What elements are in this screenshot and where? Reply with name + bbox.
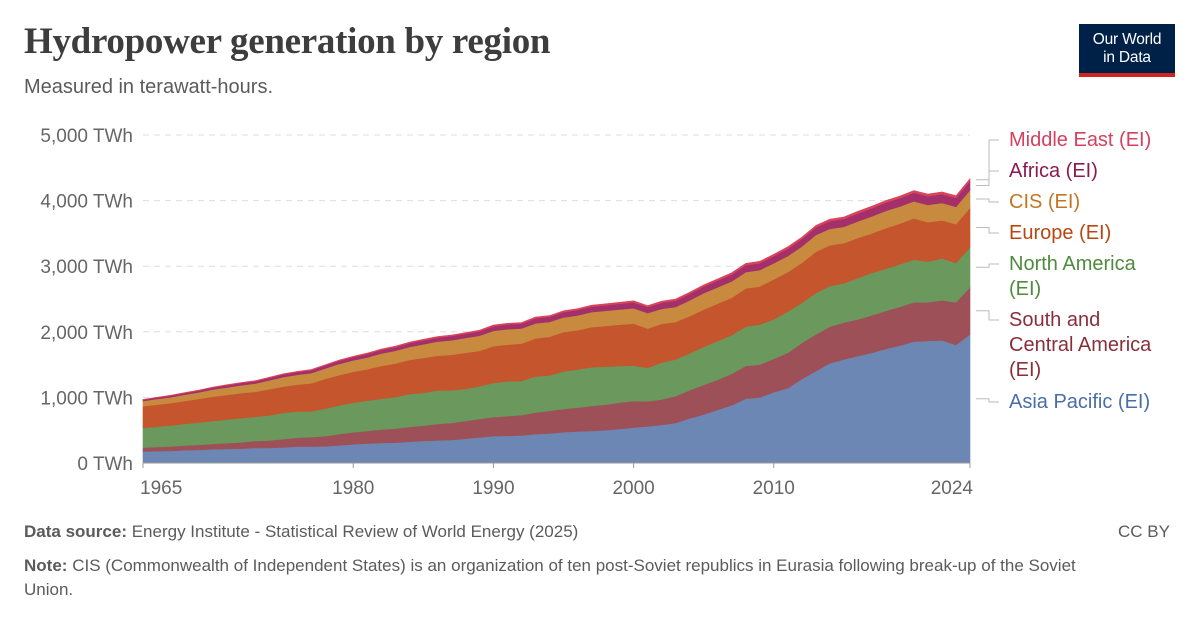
x-tick-label: 2000 (612, 478, 654, 499)
legend-connector (976, 227, 999, 234)
data-source-label: Data source: (24, 522, 127, 541)
legend-item[interactable]: Europe (EI) (976, 222, 1111, 244)
chart-subtitle: Measured in terawatt-hours. (24, 76, 274, 98)
footnote-text: CIS (Commonwealth of Independent States)… (24, 556, 1076, 599)
stacked-areas (142, 177, 971, 464)
y-tick-label: 2,000 TWh (40, 323, 133, 344)
legend-label: Asia Pacific (EI) (1009, 391, 1150, 413)
legend-label: North America (EI) (1009, 253, 1137, 300)
y-tick-label: 4,000 TWh (40, 192, 133, 213)
legend-item[interactable]: Africa (EI) (976, 160, 1098, 186)
legend-label: Africa (EI) (1009, 160, 1098, 182)
legend-connector (976, 263, 999, 268)
legend-item[interactable]: South and Central America (EI) (976, 309, 1152, 381)
y-tick-label: 0 TWh (77, 454, 133, 475)
y-tick-label: 5,000 TWh (40, 126, 133, 147)
logo-line-2: in Data (1103, 49, 1151, 66)
data-source-text[interactable]: Energy Institute - Statistical Review of… (131, 522, 579, 541)
area-series[interactable] (142, 177, 971, 401)
y-tick-label: 1,000 TWh (40, 388, 133, 409)
x-tick-label: 2024 (931, 478, 974, 499)
y-tick-label: 3,000 TWh (40, 257, 133, 278)
owid-logo[interactable]: Our World in Data (1079, 24, 1175, 77)
legend-label: South and Central America (EI) (1009, 309, 1152, 381)
legend-label: Europe (EI) (1009, 222, 1111, 244)
x-tick-label: 1965 (140, 478, 182, 499)
axes: 0 TWh 1,000 TWh 2,000 TWh 3,000 TWh 4,000 TW… (40, 126, 973, 499)
legend-connector (976, 198, 999, 203)
legend: Middle East (EI) Africa (EI) CIS (EI) Europ… (976, 129, 1152, 413)
legend-item[interactable]: Middle East (EI) (976, 129, 1151, 181)
legend-label: Middle East (EI) (1009, 129, 1151, 151)
footnote: Note: CIS (Commonwealth of Independent S… (24, 554, 1114, 602)
legend-item[interactable]: North America (EI) (976, 253, 1137, 300)
license[interactable]: CC BY (1118, 522, 1170, 541)
x-tick-label: 1990 (472, 478, 514, 499)
legend-connector (976, 398, 999, 403)
legend-label: CIS (EI) (1009, 191, 1080, 213)
data-source: Data source: Energy Institute - Statisti… (24, 522, 578, 542)
legend-item[interactable]: Asia Pacific (EI) (976, 391, 1150, 413)
chart-title: Hydropower generation by region (24, 21, 551, 62)
legend-connector (976, 170, 999, 186)
x-tick-label: 1980 (332, 478, 374, 499)
legend-connector (976, 310, 999, 321)
legend-item[interactable]: CIS (EI) (976, 191, 1080, 213)
logo-line-1: Our World (1092, 31, 1162, 48)
footnote-label: Note: (24, 556, 68, 575)
x-tick-label: 2010 (753, 478, 795, 499)
legend-connector (976, 139, 999, 181)
